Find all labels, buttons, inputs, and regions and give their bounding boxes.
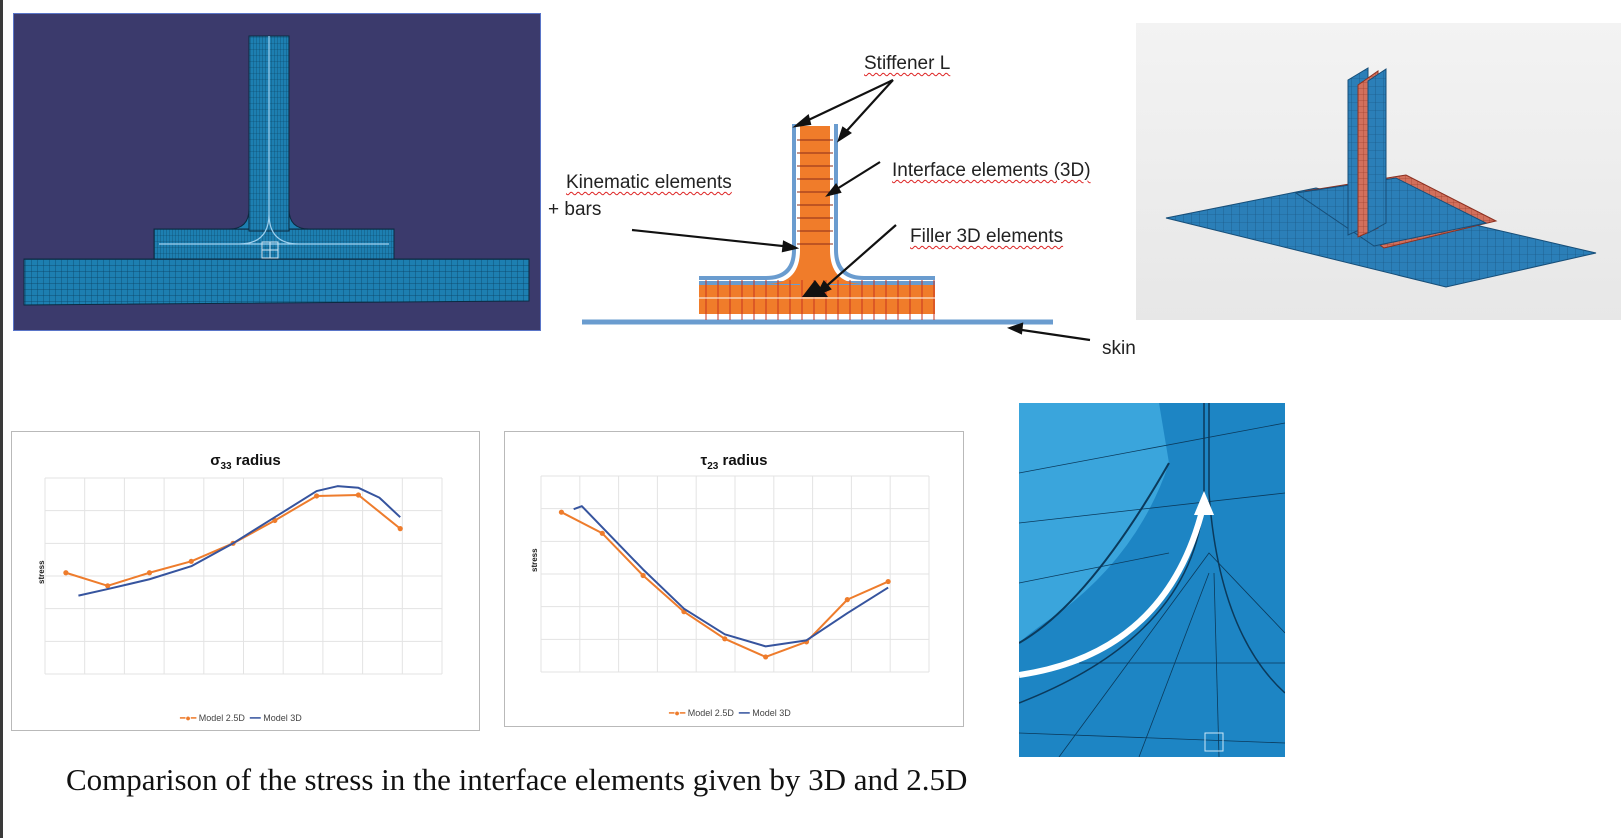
data-point <box>63 570 69 576</box>
figure-caption: Comparison of the stress in the interfac… <box>66 762 968 797</box>
data-point <box>188 558 194 564</box>
fe-zoom-image <box>1019 403 1285 757</box>
series-line-2 <box>573 505 889 648</box>
page-left-border <box>0 0 3 838</box>
legend-entry: Model 3D <box>752 708 791 718</box>
label-filler: Filler 3D elements <box>910 226 1064 247</box>
data-point <box>885 578 891 585</box>
chart-plot <box>540 475 930 673</box>
data-point <box>844 597 850 603</box>
stiffener-outline-right <box>834 124 935 280</box>
series-line-2 <box>78 485 401 597</box>
data-point <box>763 654 769 660</box>
legend-entry: Model 3D <box>263 713 302 723</box>
chart-sigma33: σ33 radius stress ━●━ Model 2.5D ━━ Mode… <box>11 431 480 731</box>
chart-title: τ23 radius <box>700 452 768 472</box>
chart-plot <box>44 477 443 675</box>
data-point <box>599 530 605 536</box>
legend-entry: Model 2.5D <box>687 708 734 718</box>
flange-interface-ticks <box>705 280 935 320</box>
data-point <box>314 493 320 499</box>
legend: ━●━ Model 2.5D ━━ Model 3D <box>180 713 302 723</box>
web-interface-ticks <box>797 139 833 245</box>
fe-zoom-drawing <box>1019 403 1285 757</box>
curved-arrow <box>1019 502 1207 678</box>
schematic-diagram <box>582 79 1091 342</box>
chart-tau23: τ23 radius stress ━●━ Model 2.5D ━━ Mode… <box>504 431 964 727</box>
series-line-1 <box>65 493 401 587</box>
chart-title: σ33 radius <box>210 452 281 472</box>
label-kinematic: Kinematic elements <box>566 172 732 193</box>
data-point <box>558 509 565 515</box>
label-skin: skin <box>1102 338 1136 359</box>
data-point <box>640 572 646 579</box>
fe-mesh-2d-image <box>13 13 541 331</box>
data-point <box>355 492 362 498</box>
label-bars: + bars <box>548 199 602 220</box>
fe-model-3d-image <box>1136 23 1621 320</box>
fe-mesh-2d-drawing <box>14 14 540 330</box>
web-fill <box>800 126 830 286</box>
annotation-arrows <box>631 79 1091 342</box>
data-point <box>397 526 403 532</box>
data-point <box>722 636 728 642</box>
label-interface: Interface elements (3D) <box>892 160 1091 181</box>
data-point <box>105 583 111 589</box>
legend-entry: Model 2.5D <box>198 713 245 723</box>
legend: ━●━ Model 2.5D ━━ Model 3D <box>669 708 791 718</box>
label-stiffener: Stiffener L <box>864 53 951 74</box>
data-point <box>146 570 153 576</box>
fe-model-3d-drawing <box>1165 67 1597 288</box>
stiffener-outline-left <box>699 124 796 280</box>
